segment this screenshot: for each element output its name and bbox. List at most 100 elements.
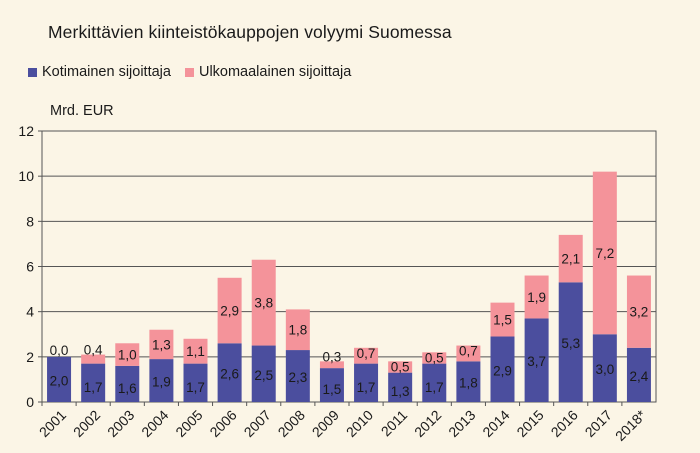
- bar-foreign: [592, 171, 617, 335]
- bar-domestic: [626, 347, 651, 402]
- data-label-foreign: 0,7: [357, 346, 376, 361]
- data-label-domestic: 1,5: [323, 382, 342, 397]
- y-tick-label: 0: [26, 394, 34, 410]
- data-label-domestic: 2,0: [50, 373, 69, 388]
- bar-domestic: [354, 363, 379, 402]
- x-tick-label: 2013: [445, 407, 478, 440]
- data-label-foreign: 3,2: [630, 305, 649, 320]
- data-label-domestic: 1,7: [357, 380, 376, 395]
- bar-foreign: [217, 277, 242, 344]
- data-label-domestic: 2,4: [630, 369, 649, 384]
- legend: Kotimainen sijoittaja Ulkomaalainen sijo…: [28, 64, 365, 80]
- bar-domestic: [285, 350, 310, 402]
- data-label-domestic: 2,9: [493, 363, 512, 378]
- data-label-foreign: 0,5: [425, 350, 444, 365]
- x-tick-label: 2001: [36, 407, 69, 440]
- data-label-foreign: 1,8: [288, 323, 307, 338]
- bar-foreign: [456, 345, 481, 362]
- bar-foreign: [81, 354, 106, 364]
- bar-foreign: [524, 275, 549, 319]
- y-tick-label: 10: [18, 168, 34, 184]
- x-tick-label: 2003: [104, 407, 137, 440]
- bar-domestic: [81, 363, 106, 402]
- bar-domestic: [490, 336, 515, 402]
- data-label-domestic: 5,3: [561, 336, 580, 351]
- y-tick-label: 8: [26, 213, 34, 229]
- x-tick-label: 2014: [479, 407, 512, 440]
- data-label-domestic: 1,7: [186, 380, 205, 395]
- x-tick-label: 2004: [138, 407, 171, 440]
- data-label-domestic: 3,0: [595, 362, 614, 377]
- data-label-foreign: 0,0: [50, 343, 69, 358]
- data-label-foreign: 1,9: [527, 290, 546, 305]
- bar-foreign: [354, 347, 379, 364]
- data-label-foreign: 2,9: [220, 304, 239, 319]
- y-tick-label: 4: [26, 304, 34, 320]
- legend-swatch-domestic: [28, 67, 37, 77]
- x-tick-label: 2009: [309, 407, 342, 440]
- bar-foreign: [285, 309, 310, 351]
- y-tick-label: 2: [26, 349, 34, 365]
- data-label-domestic: 3,7: [527, 354, 546, 369]
- data-label-foreign: 7,2: [595, 246, 614, 261]
- bar-domestic: [217, 343, 242, 402]
- bar-foreign: [251, 259, 276, 346]
- x-tick-label: 2011: [378, 407, 411, 440]
- data-label-foreign: 1,3: [152, 337, 171, 352]
- bar-domestic: [524, 318, 549, 402]
- x-tick-label: 2010: [343, 407, 376, 440]
- bar-domestic: [251, 345, 276, 402]
- bar-domestic: [456, 361, 481, 402]
- data-label-foreign: 0,7: [459, 344, 478, 359]
- x-tick-label: 2017: [582, 407, 615, 440]
- y-axis-unit-label: Mrd. EUR: [50, 103, 114, 119]
- x-tick-label: 2016: [547, 407, 580, 440]
- data-label-foreign: 0,4: [84, 343, 103, 358]
- data-label-domestic: 2,3: [288, 370, 307, 385]
- x-tick-label: 2018*: [612, 406, 650, 444]
- data-label-domestic: 1,8: [459, 376, 478, 391]
- bar-domestic: [388, 372, 413, 402]
- legend-swatch-foreign: [184, 67, 194, 77]
- data-label-domestic: 1,7: [84, 380, 103, 395]
- data-label-foreign: 0,3: [323, 349, 342, 364]
- bar-domestic: [422, 363, 447, 402]
- data-label-foreign: 3,8: [254, 296, 273, 311]
- bar-foreign: [115, 343, 140, 366]
- legend-label-domestic: Kotimainen sijoittaja: [42, 64, 171, 80]
- data-label-domestic: 2,6: [220, 367, 239, 382]
- x-tick-label: 2007: [240, 407, 273, 440]
- data-label-domestic: 1,3: [391, 384, 410, 399]
- data-label-domestic: 1,7: [425, 380, 444, 395]
- data-label-domestic: 1,9: [152, 375, 171, 390]
- bar-domestic: [558, 282, 583, 402]
- bar-foreign: [319, 361, 344, 369]
- legend-item-foreign: Ulkomaalainen sijoittaja: [184, 64, 352, 80]
- x-tick-label: 2006: [206, 407, 239, 440]
- bar-foreign: [490, 302, 515, 337]
- bar-domestic: [592, 334, 617, 402]
- y-tick-label: 12: [18, 123, 34, 139]
- legend-item-domestic: Kotimainen sijoittaja: [28, 64, 171, 80]
- data-label-foreign: 1,1: [186, 344, 205, 359]
- data-label-foreign: 0,5: [391, 359, 410, 374]
- data-label-foreign: 1,5: [493, 313, 512, 328]
- data-label-foreign: 1,0: [118, 348, 137, 363]
- x-tick-label: 2005: [172, 407, 205, 440]
- x-tick-label: 2008: [275, 407, 308, 440]
- bar-foreign: [388, 361, 413, 373]
- bar-foreign: [149, 329, 174, 360]
- data-label-domestic: 2,5: [254, 368, 273, 383]
- bar-domestic: [47, 356, 72, 402]
- x-tick-label: 2015: [513, 407, 546, 440]
- chart-title: Merkittävien kiinteistökauppojen volyymi…: [48, 22, 452, 42]
- legend-label-foreign: Ulkomaalainen sijoittaja: [198, 64, 352, 80]
- bar-domestic: [319, 368, 344, 402]
- bar-domestic: [115, 365, 140, 402]
- data-label-foreign: 2,1: [561, 252, 580, 267]
- bar-domestic: [183, 363, 208, 402]
- y-tick-label: 6: [26, 259, 34, 275]
- x-tick-label: 2012: [411, 407, 444, 440]
- bar-foreign: [626, 275, 651, 348]
